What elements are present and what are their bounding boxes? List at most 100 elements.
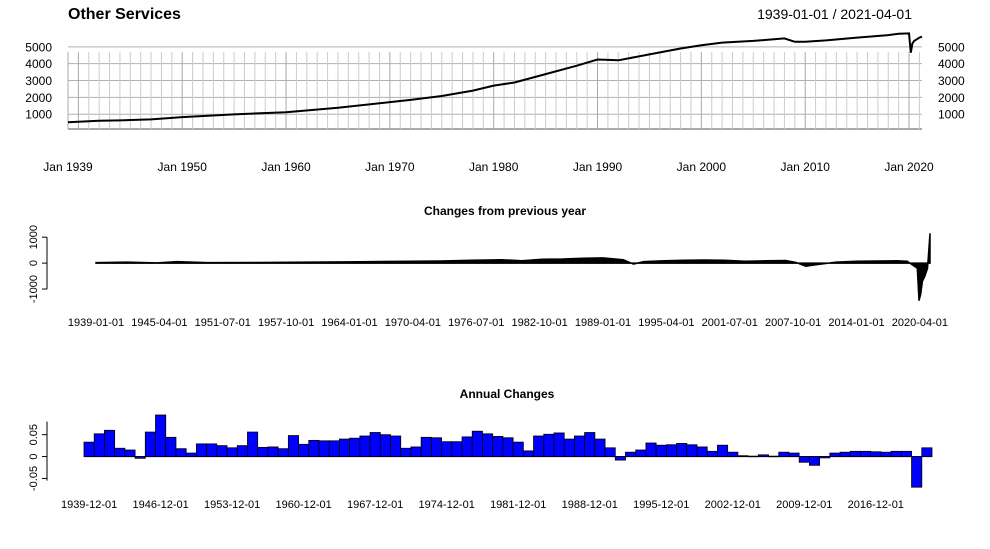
panel3-bar-2003 [737,455,749,457]
panel1-xtick-8: Jan 2020 [884,160,934,174]
panel2-xtick-5: 1970-04-01 [385,317,441,329]
panel3-bar-2009 [798,456,810,463]
panel3-bar-1991 [614,456,626,461]
panel3-xtick-7: 1988-12-01 [562,499,618,511]
panel3-bar-1997 [676,443,688,457]
panel1-xtick-6: Jan 2000 [677,160,727,174]
panel1-ytick-left-3: 4000 [25,57,52,71]
panel1-date-range: 1939-01-01 / 2021-04-01 [757,6,912,22]
panel3-xtick-8: 1995-12-01 [633,499,689,511]
panel3-bar-1993 [635,449,647,457]
panel3-bar-1959 [287,435,299,457]
panel2-xtick-13: 2020-04-01 [892,317,948,329]
panel3-bar-1981 [512,441,524,457]
panel2-ytick-2: -1000 [28,275,40,303]
panel3-bar-1989 [594,438,606,457]
panel3-bar-1979 [492,436,504,457]
panel3-xtick-2: 1953-12-01 [204,499,260,511]
panel3-bar-2004 [747,455,759,458]
panel3-bar-1972 [420,436,432,457]
panel3-bar-1940 [93,433,105,457]
panel3-bar-1952 [216,445,228,457]
panel2-xtick-12: 2014-01-01 [828,317,884,329]
panel3-bar-1985 [553,432,565,457]
panel1-ytick-left-1: 2000 [25,91,52,105]
panel3-bar-1942 [114,447,126,457]
panel1-xtick-7: Jan 2010 [780,160,830,174]
panel3-bar-2020 [911,456,923,488]
panel3-bar-1954 [236,445,248,457]
panel3-bar-1946 [155,414,167,457]
panel3-bar-1945 [144,431,156,457]
panel3-bar-1967 [369,432,381,457]
panel3-title: Annual Changes [460,387,555,401]
panel3-xtick-0: 1939-12-01 [61,499,117,511]
panel3-xtick-3: 1960-12-01 [276,499,332,511]
panel3-ytick-2: -0.05 [28,466,40,491]
panel2-ytick-0: 1000 [28,225,40,249]
panel3-bar-1990 [604,447,616,457]
panel3-bar-1964 [339,438,351,457]
panel3-bar-1966 [359,435,371,457]
panel3-bar-1999 [696,446,708,457]
panel1-title: Other Services [68,6,181,23]
panel3-bar-2015 [860,450,872,457]
panel3-bar-2000 [706,450,718,457]
panel3-bar-1968 [379,434,391,457]
panel3-bar-1996 [665,444,677,457]
panel2-xtick-4: 1964-01-01 [321,317,377,329]
panel2-xtick-9: 1995-04-01 [638,317,694,329]
panel3-bar-1982 [522,450,534,457]
panel3-bar-1965 [349,437,361,457]
panel3-bar-1947 [165,436,177,457]
panel2-xtick-7: 1982-10-01 [511,317,567,329]
panel2-xtick-8: 1989-01-01 [575,317,631,329]
panel3-bar-2018 [890,450,902,457]
panel3-bar-1939 [83,441,95,457]
panel3-xtick-4: 1967-12-01 [347,499,403,511]
panel1-xtick-4: Jan 1980 [469,160,519,174]
panel3-bar-2006 [768,455,780,458]
panel3-bar-1962 [318,440,330,457]
panel3-bar-1983 [533,435,545,457]
panel3-bar-2002 [727,451,739,457]
panel1-ytick-left-0: 1000 [25,108,52,122]
panel3-bar-1994 [645,442,657,457]
panel1-ytick-right-2: 3000 [938,74,965,88]
panel3-xtick-5: 1974-12-01 [419,499,475,511]
panel1-ytick-right-3: 4000 [938,57,965,71]
panel3-bar-1948 [175,448,187,457]
panel3-xtick-9: 2002-12-01 [705,499,761,511]
panel1-ytick-right-4: 5000 [938,40,965,54]
panel3-bar-1998 [686,444,698,457]
panel3-bar-2019 [900,450,912,457]
panel3-xtick-10: 2009-12-01 [776,499,832,511]
panel1-xtick-0: Jan 1939 [43,160,93,174]
panel2-series-area [95,233,931,301]
panel3-bar-1955 [247,431,259,457]
panel3-bar-1944 [134,456,146,459]
panel3-bar-1941 [104,429,116,457]
panel1-xtick-1: Jan 1950 [158,160,208,174]
panel3-bar-2021 [921,447,933,457]
panel3-bar-1958 [277,448,289,457]
panel3-bar-1992 [625,451,637,457]
panel3-bar-1951 [206,443,218,457]
panel3-xtick-11: 2016-12-01 [848,499,904,511]
panel3-bar-1943 [124,449,136,457]
panel2-xtick-3: 1957-10-01 [258,317,314,329]
panel1-ytick-left-2: 3000 [25,74,52,88]
panel3-bar-1986 [563,438,575,457]
panel3-bar-1961 [308,439,320,457]
panel3-bar-1978 [482,433,494,457]
panel3-bar-1975 [451,441,463,457]
panel1-ytick-right-1: 2000 [938,91,965,105]
panel3-bar-1953 [226,447,238,457]
panel3-bar-1970 [400,447,412,457]
panel2-title: Changes from previous year [424,204,586,218]
panel1-xtick-2: Jan 1960 [261,160,311,174]
panel3-bar-2011 [819,456,831,459]
panel3-bar-2013 [839,451,851,457]
panel1-xtick-3: Jan 1970 [365,160,415,174]
